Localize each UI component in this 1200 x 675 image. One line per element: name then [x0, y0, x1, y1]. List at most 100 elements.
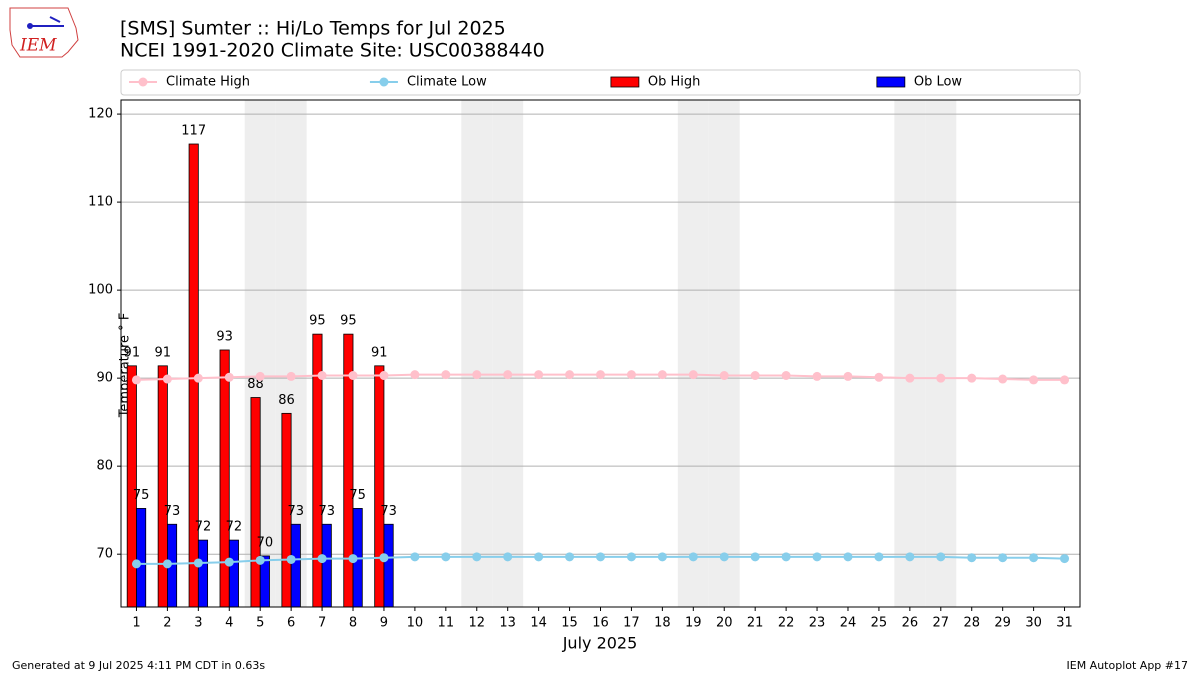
point: [1029, 553, 1039, 563]
point: [534, 552, 544, 562]
x-tick-label: 18: [654, 616, 671, 631]
point: [1060, 554, 1070, 564]
x-tick-label: 10: [407, 616, 424, 631]
legend-label: Climate High: [166, 75, 250, 90]
point: [905, 373, 915, 383]
point: [657, 552, 667, 562]
point: [379, 371, 389, 381]
x-tick-label: 14: [530, 616, 547, 631]
legend-swatch: [876, 76, 906, 88]
value-label: 95: [340, 314, 357, 329]
weekend-shade: [894, 100, 926, 607]
x-tick-label: 16: [592, 616, 609, 631]
bar: [374, 365, 385, 608]
bar: [157, 365, 168, 608]
value-label: 72: [226, 520, 243, 535]
point: [657, 370, 667, 380]
point: [781, 552, 791, 562]
point: [193, 558, 203, 568]
point: [255, 371, 265, 381]
x-tick-label: 3: [194, 616, 202, 631]
point: [1029, 375, 1039, 385]
point: [750, 552, 760, 562]
value-label: 70: [257, 535, 274, 550]
x-tick-label: 26: [902, 616, 919, 631]
x-tick-label: 22: [778, 616, 795, 631]
value-label: 93: [216, 329, 233, 344]
point: [998, 374, 1008, 384]
point: [255, 555, 265, 565]
point: [688, 552, 698, 562]
point: [905, 552, 915, 562]
value-label: 95: [309, 314, 326, 329]
x-tick-label: 29: [994, 616, 1011, 631]
weekend-shade: [925, 100, 957, 607]
chart-subtitle: NCEI 1991-2020 Climate Site: USC00388440: [120, 40, 545, 62]
point: [410, 552, 420, 562]
point: [441, 552, 451, 562]
y-tick-label: 100: [88, 283, 113, 298]
point: [534, 370, 544, 380]
legend: [120, 69, 1081, 96]
value-label: 91: [124, 345, 141, 360]
bar: [290, 523, 301, 608]
x-tick-label: 27: [933, 616, 950, 631]
point: [441, 370, 451, 380]
point: [503, 552, 513, 562]
x-axis-label: July 2025: [562, 634, 638, 653]
x-tick-label: 23: [809, 616, 826, 631]
x-tick-label: 24: [840, 616, 857, 631]
point: [162, 559, 172, 569]
footer-left: Generated at 9 Jul 2025 4:11 PM CDT in 0…: [12, 659, 265, 672]
point: [719, 552, 729, 562]
bar: [250, 397, 261, 608]
point: [967, 553, 977, 563]
x-tick-label: 7: [318, 616, 326, 631]
bar: [228, 539, 239, 608]
weekend-shade: [492, 100, 524, 607]
value-label: 117: [181, 124, 206, 139]
legend-marker: [379, 77, 389, 87]
point: [193, 373, 203, 383]
bar: [126, 365, 137, 608]
point: [410, 370, 420, 380]
value-label: 72: [195, 520, 212, 535]
point: [162, 374, 172, 384]
legend-marker: [138, 77, 148, 87]
point: [379, 553, 389, 563]
bar: [321, 523, 332, 608]
x-tick-label: 25: [871, 616, 888, 631]
legend-label: Ob Low: [914, 75, 963, 90]
point: [348, 554, 358, 564]
value-label: 73: [380, 504, 397, 519]
point: [286, 554, 296, 564]
x-tick-label: 4: [225, 616, 233, 631]
point: [719, 371, 729, 381]
point: [812, 371, 822, 381]
point: [843, 552, 853, 562]
chart-title: [SMS] Sumter :: Hi/Lo Temps for Jul 2025: [120, 18, 506, 40]
point: [472, 370, 482, 380]
x-tick-label: 17: [623, 616, 640, 631]
point: [131, 559, 141, 569]
value-label: 75: [349, 488, 366, 503]
point: [565, 552, 575, 562]
point: [750, 371, 760, 381]
point: [688, 370, 698, 380]
x-tick-label: 15: [561, 616, 578, 631]
x-tick-label: 8: [349, 616, 357, 631]
x-tick-label: 11: [438, 616, 455, 631]
point: [596, 552, 605, 562]
value-label: 73: [318, 504, 335, 519]
x-tick-label: 30: [1025, 616, 1042, 631]
x-tick-label: 21: [747, 616, 764, 631]
value-label: 91: [154, 345, 171, 360]
point: [348, 371, 358, 381]
weekend-shade: [708, 100, 740, 607]
x-tick-label: 9: [380, 616, 388, 631]
x-tick-label: 31: [1056, 616, 1073, 631]
value-label: 86: [278, 393, 295, 408]
legend-label: Ob High: [648, 75, 701, 90]
x-tick-label: 13: [499, 616, 516, 631]
